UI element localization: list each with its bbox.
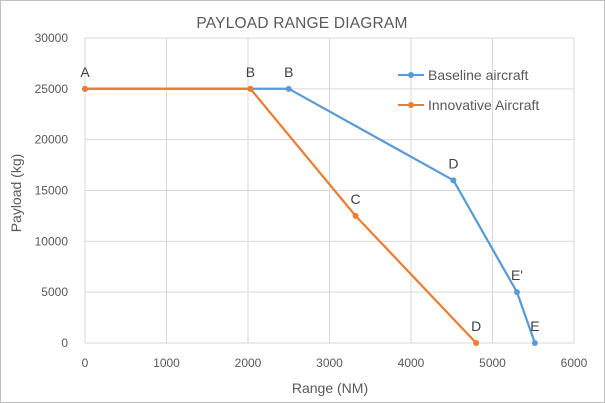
x-tick-label: 0	[82, 356, 89, 370]
y-axis-title: Payload (kg)	[8, 154, 24, 233]
y-tick-label: 10000	[35, 234, 69, 248]
y-tick-label: 15000	[35, 184, 69, 198]
point-label: E'	[511, 267, 523, 283]
series-points	[82, 85, 538, 346]
x-tick-labels: 0 1000 2000 3000 4000 5000 6000	[82, 356, 588, 370]
x-tick-label: 4000	[398, 356, 425, 370]
point-label: C	[351, 191, 361, 207]
series-lines	[85, 87, 536, 344]
legend-entry-innovative[interactable]: Innovative Aircraft	[398, 97, 539, 113]
point-label: D	[471, 318, 481, 334]
series-line-0[interactable]	[85, 87, 536, 344]
point-label: A	[80, 64, 90, 80]
y-tick-labels: 0 5000 10000 15000 20000 25000 30000	[35, 31, 69, 350]
legend: Baseline aircraft Innovative Aircraft	[398, 67, 539, 113]
legend-label-innovative: Innovative Aircraft	[428, 97, 539, 113]
y-tick-label: 25000	[35, 82, 69, 96]
y-tick-label: 0	[61, 336, 68, 350]
legend-entry-baseline[interactable]: Baseline aircraft	[398, 67, 528, 83]
point-label: E	[530, 318, 539, 334]
x-tick-label: 5000	[479, 356, 506, 370]
data-point[interactable]	[531, 340, 538, 346]
y-tick-label: 20000	[35, 133, 69, 147]
data-point[interactable]	[473, 340, 480, 346]
legend-label-baseline: Baseline aircraft	[428, 67, 528, 83]
data-point[interactable]	[285, 85, 292, 92]
chart-title: PAYLOAD RANGE DIAGRAM	[196, 15, 407, 32]
legend-marker-innovative	[408, 102, 414, 108]
x-axis-title: Range (NM)	[292, 380, 368, 396]
data-point[interactable]	[247, 85, 254, 92]
x-tick-label: 3000	[316, 356, 343, 370]
x-tick-label: 2000	[235, 356, 262, 370]
point-labels: B D E' E A B C D	[80, 64, 539, 334]
data-point[interactable]	[82, 85, 88, 92]
series-line-1[interactable]	[85, 87, 478, 344]
y-tick-label: 5000	[41, 285, 68, 299]
x-tick-label: 1000	[153, 356, 180, 370]
gridlines	[84, 37, 575, 344]
point-label: B	[284, 64, 293, 80]
x-tick-label: 6000	[561, 356, 588, 370]
data-point[interactable]	[352, 212, 359, 219]
data-point[interactable]	[513, 289, 520, 296]
y-tick-label: 30000	[35, 31, 69, 45]
data-point[interactable]	[450, 177, 457, 184]
point-label: B	[246, 64, 255, 80]
point-label: D	[448, 155, 458, 171]
legend-marker-baseline	[408, 72, 414, 78]
